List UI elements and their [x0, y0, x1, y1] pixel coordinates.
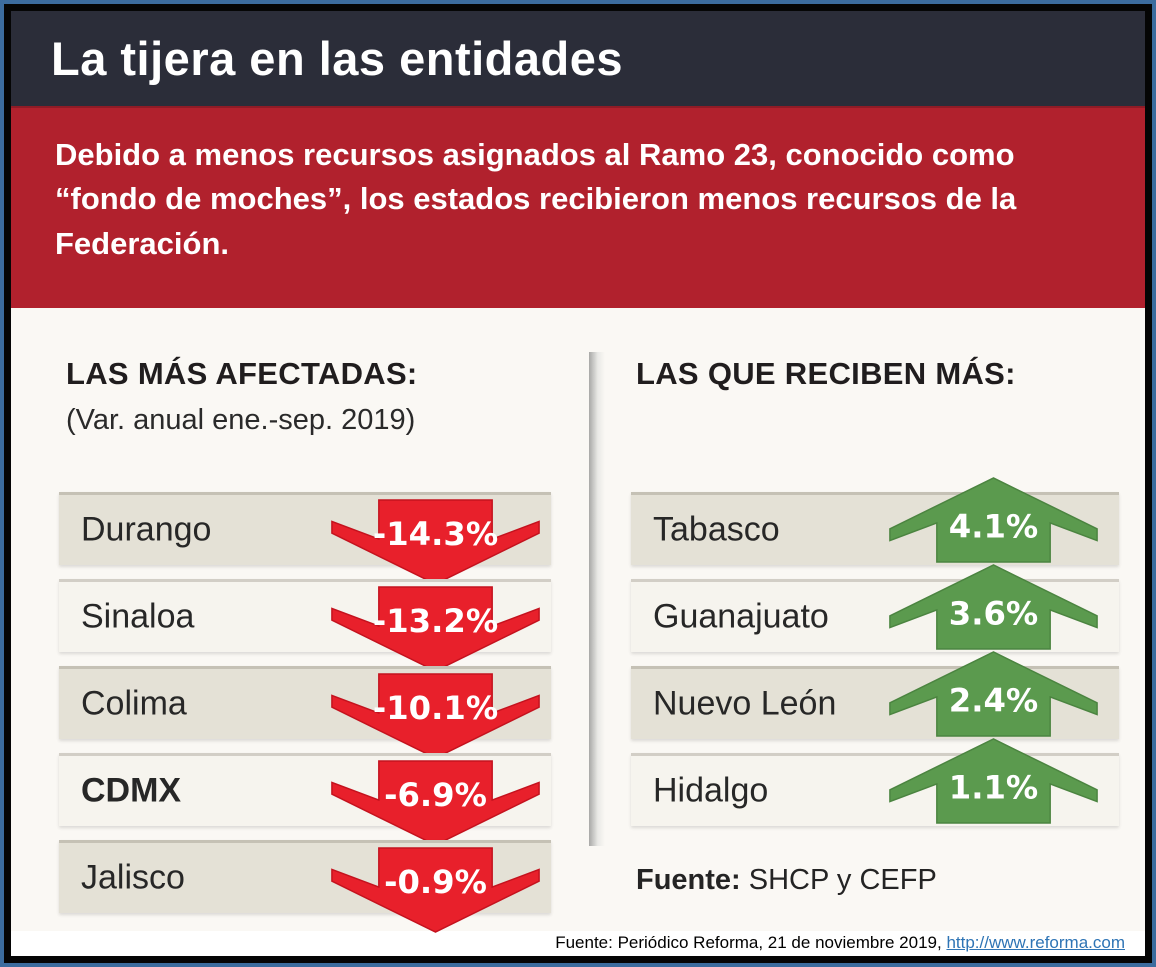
entity-name: Hidalgo [653, 771, 769, 810]
entity-name: Sinaloa [81, 597, 195, 636]
percent-value: -0.9% [384, 863, 487, 901]
down-arrow-icon: -10.1% [331, 673, 540, 759]
receiving-list: Tabasco 4.1% Guanajuato 3.6% Nuevo León 2.4% H… [631, 477, 1119, 840]
up-arrow-icon: 3.6% [889, 564, 1098, 650]
table-row: CDMX -6.9% [59, 753, 551, 846]
table-row: Jalisco -0.9% [59, 840, 551, 933]
percent-value: -13.2% [373, 602, 498, 640]
entity-name: Tabasco [653, 510, 780, 549]
page-title: La tijera en las entidades [51, 32, 623, 85]
table-row: Sinaloa -13.2% [59, 579, 551, 672]
down-arrow-icon: -6.9% [331, 760, 540, 846]
percent-value: 1.1% [949, 769, 1038, 807]
title-bar: La tijera en las entidades [11, 11, 1145, 106]
source-note: Fuente: SHCP y CEFP [636, 864, 937, 897]
entity-name: Durango [81, 510, 212, 549]
source-note-label: Fuente: [636, 864, 741, 896]
reforma-link[interactable]: http://www.reforma.com [946, 933, 1125, 952]
table-row: Colima -10.1% [59, 666, 551, 759]
chart-area: LAS MÁS AFECTADAS: (Var. anual ene.-sep.… [11, 308, 1145, 933]
percent-value: 4.1% [949, 508, 1038, 546]
up-arrow-icon: 2.4% [889, 651, 1098, 737]
affected-heading: LAS MÁS AFECTADAS: [66, 356, 418, 391]
percent-value: 2.4% [949, 682, 1038, 720]
caption-text: Fuente: Periódico Reforma, 21 de noviemb… [555, 933, 947, 952]
percent-value: -14.3% [373, 515, 498, 553]
entity-name: Colima [81, 684, 187, 723]
entity-name: Guanajuato [653, 597, 829, 636]
entity-name: Nuevo León [653, 684, 837, 723]
source-note-text: SHCP y CEFP [740, 864, 937, 896]
intro-banner: Debido a menos recursos asignados al Ram… [11, 106, 1145, 308]
table-row: Guanajuato 3.6% [631, 564, 1119, 652]
affected-subheading: (Var. anual ene.-sep. 2019) [66, 404, 416, 436]
down-arrow-icon: -0.9% [331, 847, 540, 933]
up-arrow-icon: 1.1% [889, 738, 1098, 824]
down-arrow-icon: -13.2% [331, 586, 540, 672]
down-arrow-icon: -14.3% [331, 499, 540, 585]
percent-value: -6.9% [384, 776, 487, 814]
intro-text: Debido a menos recursos asignados al Ram… [55, 137, 1017, 261]
caption-bar: Fuente: Periódico Reforma, 21 de noviemb… [11, 931, 1145, 956]
up-arrow-icon: 4.1% [889, 477, 1098, 563]
table-row: Tabasco 4.1% [631, 477, 1119, 565]
table-row: Nuevo León 2.4% [631, 651, 1119, 739]
table-row: Hidalgo 1.1% [631, 738, 1119, 826]
column-divider [589, 352, 605, 846]
table-row: Durango -14.3% [59, 492, 551, 585]
percent-value: 3.6% [949, 595, 1038, 633]
affected-list: Durango -14.3% Sinaloa -13.2% Colima -10.1% CD… [59, 492, 551, 933]
receiving-heading: LAS QUE RECIBEN MÁS: [636, 356, 1016, 391]
infographic: La tijera en las entidades Debido a meno… [11, 11, 1145, 956]
entity-name: CDMX [81, 771, 182, 810]
percent-value: -10.1% [373, 689, 498, 727]
entity-name: Jalisco [81, 858, 185, 897]
